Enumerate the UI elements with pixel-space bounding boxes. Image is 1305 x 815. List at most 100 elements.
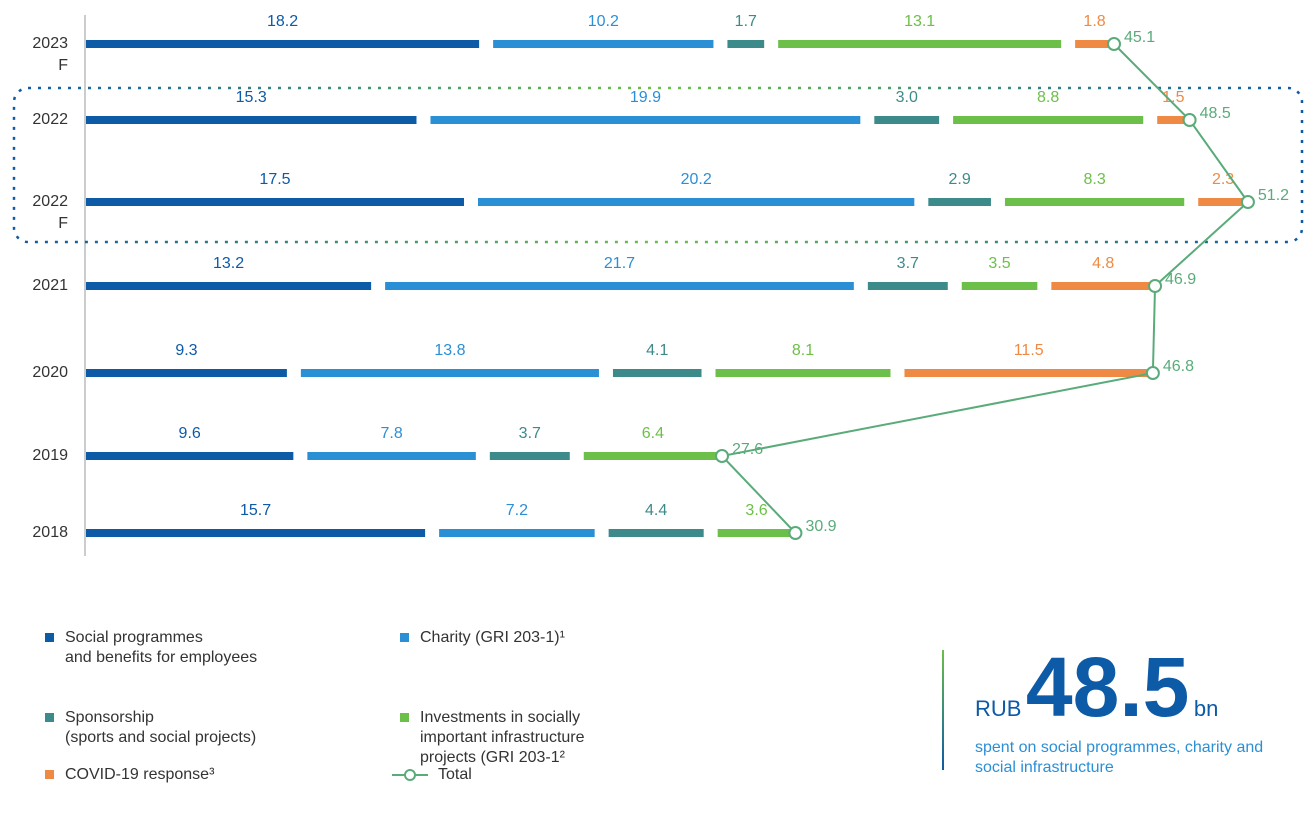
bar-segment	[86, 529, 426, 537]
bar-segment	[867, 282, 948, 290]
data-label: 4.1	[646, 342, 668, 359]
bar-segment	[478, 198, 915, 206]
bar-segment	[439, 529, 595, 537]
total-label: 46.9	[1165, 271, 1196, 288]
bar-segment	[86, 40, 480, 48]
data-label: 15.3	[236, 89, 267, 106]
chart: 2023 F 18.2 10.2 1.7 13.1 1.8 2022 15.3 19.9 3.0 8.…	[12, 13, 1304, 556]
bar-segment	[778, 40, 1062, 48]
bar-segment	[1004, 198, 1185, 206]
data-label: 21.7	[604, 255, 635, 272]
bar-segment	[1075, 40, 1114, 48]
y-tick-label: 2018	[32, 524, 68, 541]
total-marker	[715, 449, 729, 463]
bar-segment	[86, 452, 294, 460]
data-label: 9.6	[179, 425, 201, 442]
data-label: 19.9	[630, 89, 661, 106]
bar-segment	[86, 116, 417, 124]
y-tick-label: 2021	[32, 277, 68, 294]
y-tick-label: 2022	[32, 111, 68, 128]
legend-label: Social programmes and benefits for emplo…	[65, 629, 258, 666]
legend-swatch	[400, 713, 409, 722]
data-label: 3.7	[519, 425, 541, 442]
bar-segment	[717, 529, 796, 537]
y-tick-label: 2019	[32, 447, 68, 464]
bar-segment	[86, 369, 287, 377]
y-tick-label: 2022 F	[32, 193, 68, 232]
bar-segment	[612, 369, 702, 377]
legend-swatch	[400, 633, 409, 642]
bar-segment	[928, 198, 991, 206]
y-tick-label: 2020	[32, 364, 68, 381]
bar-segment	[874, 116, 940, 124]
total-marker	[1107, 37, 1121, 51]
legend-label: Sponsorship (sports and social projects)	[65, 709, 257, 746]
legend-label: COVID-19 response³	[65, 766, 215, 783]
data-label: 8.3	[1083, 171, 1105, 188]
total-marker	[1182, 113, 1197, 127]
bar-segment	[489, 452, 570, 460]
total-label: 46.8	[1163, 358, 1194, 375]
bar-segment	[1198, 198, 1248, 206]
bar-segment	[904, 369, 1153, 377]
legend-swatch	[392, 769, 428, 781]
bar-segment	[583, 452, 722, 460]
data-label: 3.0	[896, 89, 918, 106]
data-label: 13.1	[904, 13, 935, 30]
data-label: 8.8	[1037, 89, 1059, 106]
total-label: 51.2	[1258, 187, 1289, 204]
data-label: 1.7	[735, 13, 757, 30]
bar-segment	[715, 369, 891, 377]
total-label: 48.5	[1200, 105, 1231, 122]
data-label: 10.2	[588, 13, 619, 30]
legend-swatch	[45, 633, 54, 642]
bar-segment	[493, 40, 714, 48]
total-marker	[1240, 195, 1255, 209]
data-label: 17.5	[259, 171, 290, 188]
bar-segment	[307, 452, 476, 460]
total-label: 30.9	[805, 518, 836, 535]
data-label: 9.3	[175, 342, 197, 359]
data-label: 13.8	[434, 342, 465, 359]
legend-swatch	[45, 713, 54, 722]
data-label: 4.4	[645, 502, 667, 519]
highlight-box	[12, 86, 1304, 244]
legend-label: Total	[438, 766, 472, 783]
data-label: 20.2	[681, 171, 712, 188]
callout-text: spent on social programmes, charity and …	[975, 739, 1264, 776]
bar-segment	[961, 282, 1038, 290]
total-label: 27.6	[732, 441, 763, 458]
bar-segment	[86, 198, 464, 206]
bar-segment	[1051, 282, 1156, 290]
divider	[942, 650, 944, 770]
bar-segment	[385, 282, 854, 290]
data-label: 4.8	[1092, 255, 1114, 272]
data-label: 8.1	[792, 342, 814, 359]
bar-segment	[430, 116, 861, 124]
bar-segment	[608, 529, 704, 537]
callout: RUB 48.5 bn	[975, 645, 1218, 729]
legend-label: Investments in socially important infras…	[420, 709, 585, 766]
data-label: 3.6	[745, 502, 767, 519]
y-tick-label: 2023 F	[32, 35, 68, 74]
total-marker	[788, 526, 803, 540]
data-label: 3.5	[988, 255, 1010, 272]
bar-segment	[300, 369, 599, 377]
data-label: 1.5	[1162, 89, 1184, 106]
data-label: 1.8	[1083, 13, 1105, 30]
bar-segment	[953, 116, 1144, 124]
data-label: 2.9	[949, 171, 971, 188]
callout-value: 48.5	[1025, 640, 1190, 734]
data-label: 3.7	[897, 255, 919, 272]
total-marker	[1148, 279, 1163, 293]
total-label: 45.1	[1124, 29, 1155, 46]
data-label: 18.2	[267, 13, 298, 30]
data-label: 7.8	[380, 425, 402, 442]
legend-swatch	[45, 770, 54, 779]
total-marker	[1145, 366, 1160, 380]
data-label: 6.4	[642, 425, 664, 442]
bar-segment	[727, 40, 765, 48]
data-label: 13.2	[213, 255, 244, 272]
bar-segment	[1157, 116, 1190, 124]
